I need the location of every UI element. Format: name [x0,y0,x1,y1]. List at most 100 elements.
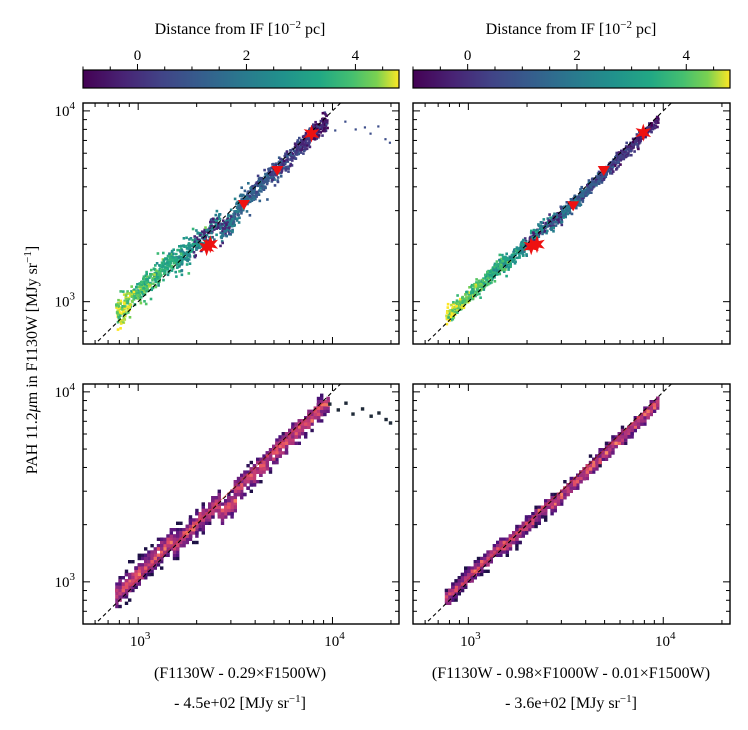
scatter-point [286,154,289,158]
scatter-point [461,299,464,303]
hist-bin [214,496,218,500]
scatter-point [502,262,506,266]
scatter-point [211,217,215,221]
hist-bin [115,595,119,599]
scatter-point [177,256,180,259]
scatter-point [504,255,507,259]
hist-bin [128,582,132,586]
scatter-point [324,118,327,121]
hist-bin [316,400,321,404]
hist-bin [476,556,481,561]
hist-bin [172,550,177,554]
scatter-point [456,308,459,312]
colorbar-tick-label: 2 [573,48,581,64]
hist-bin [118,604,122,609]
scatter-point [565,210,569,213]
outlier-point [344,120,347,123]
scatter-point [168,259,171,262]
scatter-point [225,225,228,228]
scatter-point [213,220,216,224]
scatter-point [577,196,581,199]
scatter-point [213,238,216,241]
scatter-point [170,264,174,268]
outlier-point [325,123,328,126]
scatter-point [580,186,584,189]
scatter-point [286,157,290,160]
hist-bin [227,505,231,509]
hist-bin [259,480,263,484]
hist-bin [230,496,234,500]
data-cloud [444,396,660,605]
scatter-point [653,119,656,123]
scatter-point [467,296,471,300]
hist-bin [243,473,247,477]
scatter-point [648,129,652,132]
scatter-point [611,165,614,168]
scatter-point [286,165,290,169]
scatter-point [308,141,311,144]
scatter-point [163,272,167,275]
scatter-point [159,268,163,272]
hist-bin [201,508,205,513]
scatter-point [317,134,321,137]
scatter-point [151,286,155,290]
scatter-point [501,260,505,263]
scatter-point [631,143,634,147]
scatter-point [597,170,601,174]
hist-bin [505,553,509,557]
scatter-point [495,264,499,267]
scatter-point [532,228,536,232]
hist-bin [140,553,145,557]
hist-bin [137,553,141,557]
scatter-point [154,264,157,267]
scatter-point [561,211,565,215]
scatter-point [286,152,289,156]
scatter-point [132,297,135,301]
scatter-point [215,233,218,237]
scatter-point [151,277,154,280]
hist-bin [230,512,234,516]
scatter-point [212,228,216,231]
scatter-point [568,209,571,213]
scatter-point [163,266,167,269]
scatter-point [321,134,324,137]
hist-bin [275,438,279,442]
scatter-point [586,192,589,196]
hist-bin [304,425,308,429]
scatter-point [168,256,171,260]
hist-bin [233,499,237,503]
scatter-point [324,112,327,116]
scatter-point [289,158,292,161]
hist-bin [182,531,186,535]
hist-bin [147,572,151,577]
hist-bin [115,601,119,605]
hist-bin [192,521,196,525]
hist-bin [323,400,327,404]
scatter-point [143,277,147,281]
scatter-point [118,320,122,323]
scatter-point [196,231,200,235]
scatter-point [315,127,319,131]
scatter-point [178,265,181,268]
scatter-point [210,228,213,232]
scatter-point [115,311,119,314]
scatter-point [469,291,473,295]
scatter-point [266,198,269,201]
scatter-point [127,311,130,314]
hist-bin [115,604,119,609]
scatter-point [580,189,584,193]
hist-bin [147,553,151,557]
hist-bin [294,435,298,439]
hist-bin [195,512,199,516]
scatter-point [492,273,496,277]
hist-bin [259,464,263,468]
hist-bin [147,556,151,561]
hist-bin [201,512,205,516]
scatter-point [223,230,226,233]
scatter-point [136,294,139,297]
hist-bin [284,441,289,445]
hist-bin [131,579,135,583]
hist-bin [553,502,557,506]
scatter-point [138,285,142,289]
